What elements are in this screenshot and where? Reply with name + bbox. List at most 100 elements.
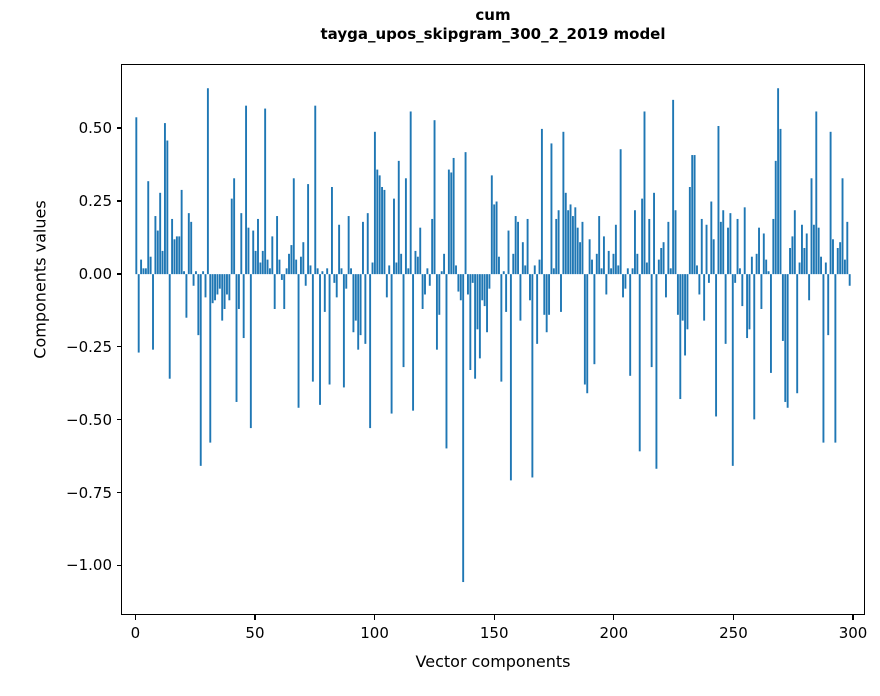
bar bbox=[486, 274, 488, 333]
bar bbox=[481, 274, 484, 301]
bar bbox=[175, 236, 178, 275]
bar bbox=[557, 210, 560, 275]
bar bbox=[517, 221, 519, 275]
y-tick-mark bbox=[117, 346, 122, 348]
y-tick-label: −0.50 bbox=[66, 410, 112, 429]
bar bbox=[569, 204, 572, 275]
bar bbox=[357, 274, 360, 350]
bar bbox=[440, 271, 443, 275]
bar bbox=[402, 274, 405, 368]
bar bbox=[679, 274, 682, 400]
bar bbox=[514, 216, 517, 275]
bar bbox=[571, 216, 574, 275]
bar bbox=[288, 253, 290, 275]
bar bbox=[266, 259, 269, 275]
bar bbox=[199, 274, 202, 466]
bar bbox=[390, 274, 393, 414]
bar bbox=[801, 224, 803, 275]
bar bbox=[371, 262, 374, 275]
bar bbox=[655, 274, 658, 469]
bar bbox=[350, 268, 352, 275]
bar bbox=[412, 274, 415, 411]
bar bbox=[798, 262, 801, 275]
bar bbox=[681, 274, 684, 321]
bar bbox=[226, 274, 228, 295]
bar bbox=[779, 128, 782, 275]
bar bbox=[290, 245, 293, 275]
bar bbox=[758, 227, 760, 275]
bar bbox=[581, 221, 584, 275]
bar bbox=[445, 274, 448, 449]
bar bbox=[183, 271, 185, 275]
bar bbox=[736, 218, 739, 275]
bar bbox=[543, 274, 546, 315]
y-tick-label: −0.75 bbox=[66, 483, 112, 502]
bar bbox=[707, 274, 710, 283]
bar bbox=[414, 250, 417, 275]
bar bbox=[302, 242, 305, 275]
bar bbox=[435, 274, 438, 350]
bar bbox=[209, 274, 212, 443]
bar bbox=[729, 213, 732, 275]
bar bbox=[192, 274, 195, 286]
bar bbox=[743, 207, 746, 275]
bar bbox=[612, 253, 615, 275]
bar bbox=[624, 274, 627, 289]
bar bbox=[168, 274, 171, 379]
bar bbox=[171, 218, 174, 275]
x-tick-mark bbox=[852, 615, 854, 620]
bar bbox=[531, 274, 534, 478]
bar bbox=[793, 210, 796, 275]
bar bbox=[648, 218, 651, 275]
bar bbox=[552, 268, 555, 275]
bar bbox=[691, 155, 694, 275]
bar bbox=[674, 210, 677, 275]
x-tick-mark bbox=[254, 615, 256, 620]
bar bbox=[309, 265, 312, 275]
bar bbox=[362, 221, 364, 275]
bar bbox=[719, 221, 722, 275]
bar bbox=[638, 274, 641, 452]
bar bbox=[614, 224, 617, 275]
bar bbox=[180, 189, 183, 275]
bar bbox=[459, 274, 462, 301]
bar bbox=[271, 236, 274, 275]
bar bbox=[832, 239, 834, 275]
bar bbox=[228, 274, 231, 301]
bar bbox=[416, 256, 419, 275]
bar bbox=[285, 268, 288, 275]
bar bbox=[307, 184, 310, 275]
bar bbox=[836, 248, 839, 275]
bar bbox=[493, 204, 496, 275]
bar bbox=[741, 274, 744, 307]
bar bbox=[187, 213, 190, 275]
bar bbox=[619, 149, 622, 275]
bar bbox=[626, 268, 629, 275]
bar bbox=[235, 274, 238, 402]
bar bbox=[149, 256, 152, 275]
bar bbox=[378, 175, 381, 275]
bar bbox=[464, 152, 467, 275]
bar bbox=[507, 230, 510, 275]
bar bbox=[698, 274, 701, 295]
bar bbox=[242, 274, 245, 339]
bar bbox=[500, 274, 503, 382]
bar bbox=[237, 274, 240, 309]
bar bbox=[629, 274, 632, 376]
bar bbox=[550, 143, 553, 275]
bar bbox=[676, 274, 679, 315]
bar bbox=[631, 268, 634, 275]
bar bbox=[452, 157, 455, 275]
bar bbox=[598, 216, 601, 275]
plot-area bbox=[121, 64, 865, 615]
bar bbox=[276, 216, 279, 275]
bar bbox=[447, 169, 450, 275]
bar bbox=[509, 274, 512, 481]
bar bbox=[765, 259, 768, 275]
bar bbox=[686, 274, 689, 330]
bar bbox=[366, 213, 369, 275]
bar bbox=[190, 221, 193, 275]
bar bbox=[340, 268, 343, 275]
y-tick-mark bbox=[117, 419, 122, 421]
bar bbox=[431, 218, 434, 275]
